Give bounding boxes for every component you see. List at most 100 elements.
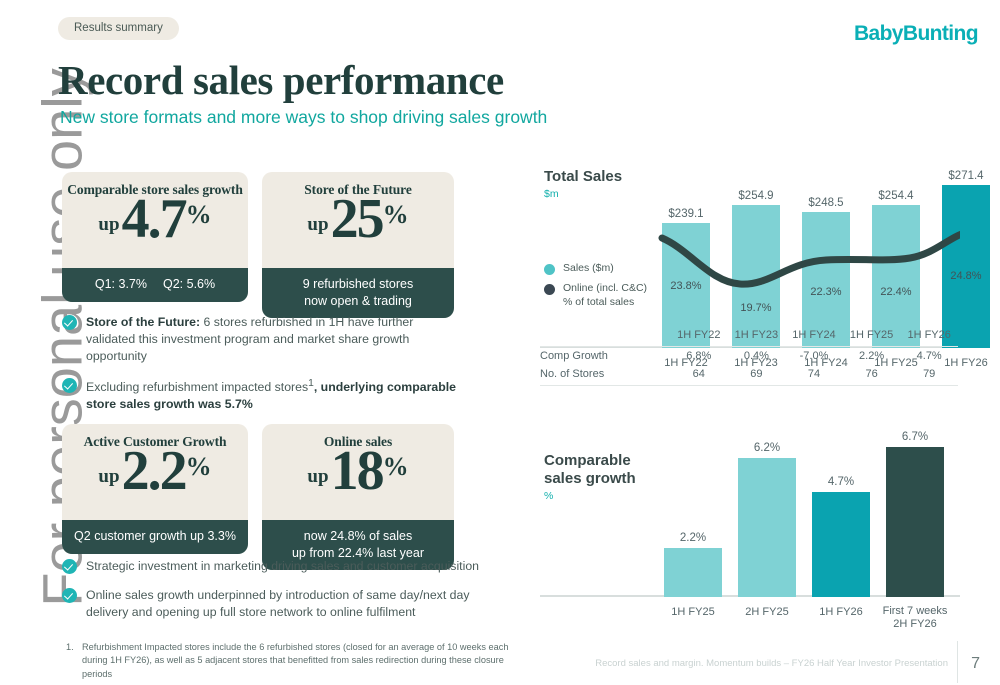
legend-label-line1: Online (incl. C&C) — [563, 282, 648, 295]
stat-card-top: Comparable store sales growth up 4.7 % — [62, 172, 248, 268]
deck-footer-text: Record sales and margin. Momentum builds… — [595, 658, 948, 669]
table-row-comp-growth: Comp Growth 6.8% 0.4% -7.0% 2.2% 4.7% — [540, 347, 958, 366]
bullet-rest: 6 stores refurbished in 1H have further … — [86, 315, 414, 363]
bullet-text: Store of the Future: 6 stores refurbishe… — [86, 314, 462, 365]
online-pct-label-1h-fy23: 19.7% — [740, 302, 772, 314]
online-pct-label-1h-fy25: 22.4% — [880, 286, 912, 298]
chart-total-sales: Total Sales $m Sales ($m) Online (incl. … — [540, 150, 990, 380]
stat-card-footer-b: up from 22.4% last year — [291, 545, 424, 560]
stat-card-footer: 9 refurbished stores now open & trading — [262, 268, 454, 318]
stat-card-footer: Q2 customer growth up 3.3% — [62, 520, 248, 554]
legend-item-online: Online (incl. C&C) % of total sales — [544, 282, 664, 309]
x-tick-line1: First 7 weeks — [882, 604, 948, 617]
stat-card-percent-sign: % — [185, 200, 212, 229]
stat-card-heading: Store of the Future — [304, 182, 412, 197]
check-circle-icon — [62, 315, 77, 330]
x-tick-first-7-weeks: First 7 weeks 2H FY26 — [876, 605, 954, 631]
table-col-header-1h-fy23: 1H FY23 — [727, 326, 786, 347]
stat-card-heading: Online sales — [323, 434, 393, 449]
bar-value-label-1h-fy26: 4.7% — [827, 476, 855, 488]
legend-dot-icon — [544, 284, 555, 296]
check-circle-icon — [62, 559, 77, 574]
bullet-bold: , underlying comparable store sales grow… — [86, 380, 456, 411]
stat-card-value-row: up 4.7 % — [62, 188, 248, 250]
bullet-item: Strategic investment in marketing drivin… — [62, 558, 512, 575]
stat-card-heading: Active Customer Growth — [83, 434, 227, 449]
bar-value-label-1h-fy22: $239.1 — [668, 208, 704, 220]
stat-card-footer-a: Q2 customer growth up 3.3% — [74, 529, 236, 543]
table-row-label: No. of Stores — [540, 365, 670, 386]
bullet-item: Excluding refurbishment impacted stores1… — [62, 377, 462, 413]
stat-card-footer: Q1: 3.7% Q2: 5.6% — [62, 268, 248, 302]
stat-card-percent-sign: % — [382, 452, 409, 481]
results-summary-pill: Results summary — [58, 17, 179, 40]
stat-card-footer-b: Q2: 5.6% — [163, 277, 216, 291]
stat-card-up-label: up — [307, 213, 329, 235]
chart-legend: Sales ($m) Online (incl. C&C) % of total… — [544, 262, 664, 316]
stat-card-online-sales: Online sales up 18 % now 24.8% of sales … — [262, 424, 454, 570]
stat-card-top: Active Customer Growth up 2.2 % — [62, 424, 248, 520]
chart-plot-area: 2.2% 6.2% 4.7% 6.7% 1H FY25 2H FY25 1H F… — [540, 420, 960, 635]
stat-card-heading: Comparable store sales growth — [67, 182, 243, 197]
table-cell: 64 — [670, 365, 728, 386]
bar-1h-fy26 — [812, 492, 870, 597]
online-pct-label-1h-fy22: 23.8% — [670, 280, 702, 292]
table-col-header-1h-fy25: 1H FY25 — [842, 326, 901, 347]
bullet-list-bottom: Strategic investment in marketing drivin… — [62, 558, 512, 633]
chart-title-line1: Comparable — [544, 452, 631, 469]
chart-title: Comparable sales growth — [544, 452, 636, 487]
stat-card-number: 2.2 — [121, 440, 188, 502]
bullet-text: Excluding refurbishment impacted stores1… — [86, 377, 462, 413]
bullet-text: Online sales growth underpinned by intro… — [86, 587, 470, 619]
legend-item-sales: Sales ($m) — [544, 262, 664, 275]
table-cell: 79 — [900, 365, 958, 386]
table-cell: 69 — [727, 365, 786, 386]
bullet-item: Store of the Future: 6 stores refurbishe… — [62, 314, 462, 365]
page-title: Record sales performance — [58, 57, 504, 103]
stat-card-store-of-the-future: Store of the Future up 25 % 9 refurbishe… — [262, 172, 454, 318]
bar-value-label-1h-fy25: 2.2% — [679, 532, 707, 544]
page-subtitle: New store formats and more ways to shop … — [60, 107, 548, 127]
stat-card-footer: now 24.8% of sales up from 22.4% last ye… — [262, 520, 454, 570]
babybunting-logo: BabyBunting — [853, 22, 979, 45]
bullet-footnote-marker: 1 — [308, 377, 314, 389]
bar-value-label-1h-fy26: $271.4 — [948, 170, 984, 182]
bar-value-label-first-7-weeks: 6.7% — [901, 431, 929, 443]
table-cell: 2.2% — [859, 350, 885, 362]
x-tick-1h-fy25: 1H FY25 — [671, 605, 715, 618]
check-circle-icon — [62, 377, 77, 393]
chart-comparable-sales-growth: Comparable sales growth % 2.2% 6.2% 4.7%… — [540, 420, 960, 635]
stat-card-footer-a: now 24.8% of sales — [303, 529, 413, 543]
table-col-header-1h-fy26: 1H FY26 — [900, 326, 958, 347]
stat-card-top: Online sales up 18 % — [262, 424, 454, 520]
footnote-text: Refurbishment Impacted stores include th… — [82, 642, 509, 679]
table-cell: 74 — [785, 365, 843, 386]
stat-card-comparable-store-sales: Comparable store sales growth up 4.7 % Q… — [62, 172, 248, 302]
legend-label-line2: % of total sales — [563, 295, 635, 308]
footnote: 1. Refurbishment Impacted stores include… — [66, 641, 536, 681]
chart-plot-area: $239.1 $254.9 $248.5 $254.4 $271.4 23.8%… — [540, 150, 990, 380]
footnote-number: 1. — [66, 642, 74, 652]
chart-title: Total Sales — [544, 168, 623, 185]
table-cell: 6.8% — [686, 350, 712, 362]
bullet-bold: Store of the Future: — [86, 315, 201, 329]
footer-divider — [957, 641, 958, 683]
x-tick-2h-fy25: 2H FY25 — [745, 605, 789, 618]
bar-1h-fy25 — [664, 548, 722, 597]
chart-unit-label: % — [544, 490, 554, 502]
stat-card-value-row: up 25 % — [262, 191, 454, 246]
stat-card-value-row: up 18 % — [262, 440, 454, 502]
table-cell: -7.0% — [799, 350, 829, 362]
chart-unit-label: $m — [544, 188, 559, 200]
online-pct-label-1h-fy26: 24.8% — [950, 270, 982, 282]
bullet-list-top: Store of the Future: 6 stores refurbishe… — [62, 314, 462, 425]
stat-card-number: 4.7 — [121, 188, 188, 250]
bar-2h-fy25 — [738, 458, 796, 597]
chart-title-line2: sales growth — [544, 469, 636, 487]
stat-card-up-label: up — [98, 465, 120, 487]
table-cell: 76 — [842, 365, 901, 386]
stat-card-number: 18 — [330, 440, 385, 502]
bullet-item: Online sales growth underpinned by intro… — [62, 587, 512, 621]
legend-dot-icon — [544, 264, 555, 275]
stat-card-value-row: up 2.2 % — [62, 440, 248, 502]
